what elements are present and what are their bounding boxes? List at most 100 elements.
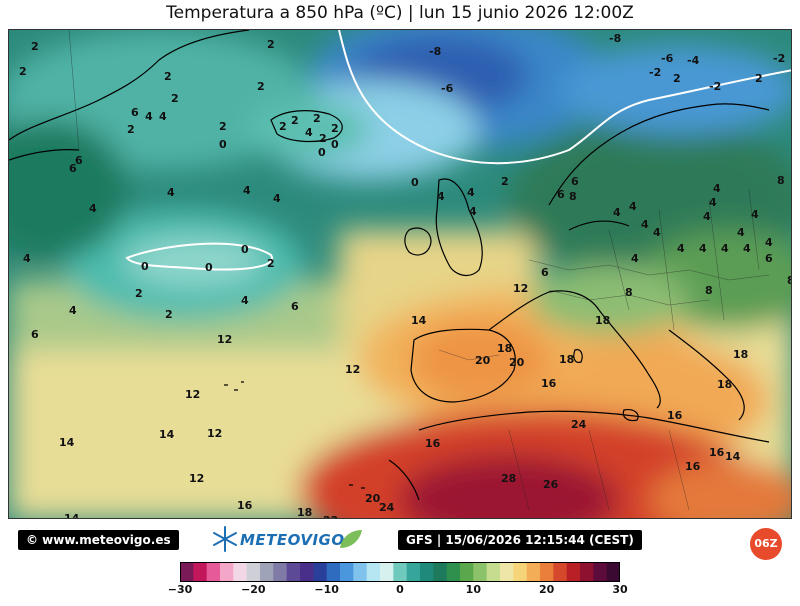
isotherm-label: 2 (267, 257, 275, 270)
isotherm-label: 20 (365, 492, 381, 505)
isotherm-label: 6 (571, 175, 579, 188)
colorbar-segment (580, 562, 594, 582)
isotherm-label: 2 (291, 114, 299, 127)
isotherm-label: 18 (595, 314, 610, 327)
isotherm-label: 0 (219, 138, 227, 151)
isotherm-label: 6 (69, 162, 77, 175)
isotherm-label: 16 (709, 446, 725, 459)
colorbar-segment (366, 562, 381, 582)
isotherm-label: 0 (318, 146, 326, 159)
isotherm-label: 4 (713, 182, 721, 195)
isotherm-label: 0 (331, 138, 339, 151)
isotherm-label: 14 (59, 436, 75, 449)
isotherm-label: 24 (571, 418, 587, 431)
isotherm-label: 6 (75, 154, 83, 167)
isotherm-label: 2 (257, 80, 265, 93)
isotherm-label: 4 (653, 226, 661, 239)
borders (68, 30, 770, 511)
isotherm-label: 0 (141, 260, 149, 273)
isotherm-label: 14 (64, 512, 80, 519)
isotherm-label: 18 (497, 342, 512, 355)
isotherm-label: 2 (313, 112, 321, 125)
colorbar-segment (233, 562, 248, 582)
colorbar-ticks: −30 −20 −10 0 10 20 30 (168, 583, 628, 601)
isotherm-label: 2 (165, 308, 173, 321)
isotherm-label: -2 (649, 66, 661, 79)
isotherm-label: 4 (631, 252, 639, 265)
isotherm-label: 4 (613, 206, 621, 219)
colorbar-segment (513, 562, 528, 582)
isotherm-label: 6 (541, 266, 549, 279)
isotherm-label: 4 (159, 110, 167, 123)
isotherm-label: 18 (717, 378, 732, 391)
model-run-info: GFS | 15/06/2026 12:15:44 (CEST) (398, 530, 642, 550)
colorbar-segment (286, 562, 301, 582)
isotherm-label: 0 (411, 176, 419, 189)
footer-bar: © www.meteovigo.es METEOVIGO GFS | 15/06… (0, 522, 800, 562)
isotherm-label: 4 (765, 236, 773, 249)
colorbar-segment (326, 562, 341, 582)
isotherm-label: 8 (787, 274, 792, 287)
isotherm-label: 22 (323, 514, 338, 519)
isotherm-label: -4 (687, 54, 700, 67)
isotherm-label: 2 (31, 40, 39, 53)
colorbar-segment (273, 562, 288, 582)
isotherm-label: 4 (709, 196, 717, 209)
isotherm-label: 26 (543, 478, 559, 491)
temperature-map: 2 2 2 2 2 6 4 2 4 2 2 0 2 2 2 4 2 2 0 0 -8 -6 -8 -6 -4 -2 2 -2 -2 2 2 0… (8, 29, 792, 519)
isotherm-label: 20 (509, 356, 525, 369)
cold-pool-contour (125, 242, 274, 271)
isotherm-label: 4 (467, 186, 475, 199)
isotherm-label: 4 (89, 202, 97, 215)
isotherm-label: 16 (237, 499, 253, 512)
isotherm-label: 12 (189, 472, 204, 485)
isotherm-label: 18 (733, 348, 748, 361)
isotherm-label: 4 (437, 190, 445, 203)
isotherm-label: 2 (267, 38, 275, 51)
isotherm-label: 2 (164, 70, 172, 83)
isotherm-label: 14 (159, 428, 175, 441)
isotherm-label: 28 (501, 472, 516, 485)
colorbar-tick-label: 10 (465, 583, 481, 596)
colorbar-segment (300, 562, 314, 582)
colorbar-tick-label: 30 (612, 583, 628, 596)
isotherm-label: 4 (703, 210, 711, 223)
isotherm-label: 4 (241, 294, 249, 307)
isotherm-label: 4 (751, 208, 759, 221)
isotherm-label: 12 (217, 333, 232, 346)
isotherm-label: 2 (219, 120, 227, 133)
colorbar-segment (540, 562, 554, 582)
isotherm-label: -8 (429, 45, 441, 58)
isotherm-label: 18 (559, 353, 574, 366)
isotherm-label: 4 (699, 242, 707, 255)
zero-isotherm (338, 30, 791, 165)
isotherm-label: 8 (569, 190, 577, 203)
snowflake-icon (213, 526, 237, 552)
isotherm-label: 12 (513, 282, 528, 295)
colorbar-segment (180, 562, 194, 582)
isotherm-label: 20 (475, 354, 491, 367)
colorbar-tick-label: 20 (539, 583, 555, 596)
colorbar-segment (486, 562, 501, 582)
colorbar-tick-label: −10 (314, 583, 339, 596)
isotherm-label: 2 (755, 72, 763, 85)
isotherm-label: 6 (31, 328, 39, 341)
isotherm-label: 6 (131, 106, 139, 119)
colorbar-segment (420, 562, 434, 582)
isotherm-label: 2 (171, 92, 179, 105)
colorbar-tick-label: 0 (396, 583, 404, 596)
colorbar-segment (313, 562, 328, 582)
isotherm-label: 8 (625, 286, 633, 299)
isotherm-label: 12 (207, 427, 222, 440)
colorbar-segment (460, 562, 474, 582)
colorbar-segment (246, 562, 261, 582)
isotherm-label: 4 (243, 184, 251, 197)
isotherm-label: 16 (425, 437, 441, 450)
colorbar-segment (526, 562, 541, 582)
colorbar-segment (406, 562, 421, 582)
colorbar (180, 562, 620, 582)
colorbar-segment (553, 562, 568, 582)
logo-text: METEOVIGO (240, 531, 345, 549)
colorbar-segment (566, 562, 581, 582)
